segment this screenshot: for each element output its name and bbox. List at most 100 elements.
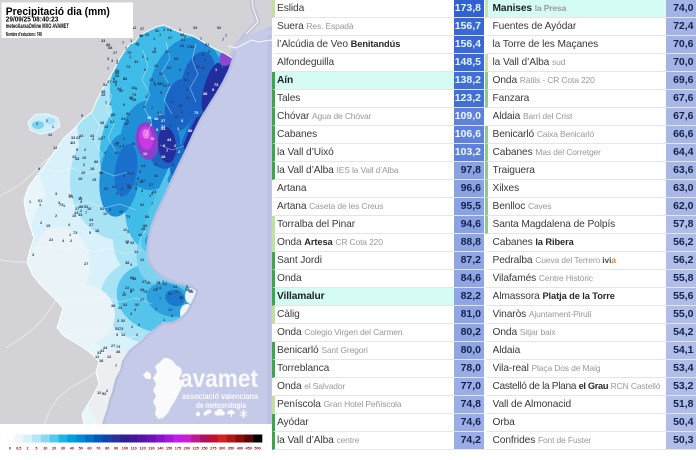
svg-text:88: 88 — [113, 79, 118, 84]
svg-text:18: 18 — [179, 295, 184, 300]
svg-text:5: 5 — [127, 229, 130, 234]
svg-text:9: 9 — [163, 143, 166, 148]
svg-text:500: 500 — [254, 447, 260, 451]
svg-text:88: 88 — [79, 204, 84, 209]
svg-text:1: 1 — [126, 117, 129, 122]
svg-text:12: 12 — [130, 287, 135, 292]
svg-text:52: 52 — [168, 291, 173, 296]
svg-text:5: 5 — [89, 230, 92, 235]
svg-text:120: 120 — [139, 447, 145, 451]
svg-text:50: 50 — [79, 447, 83, 451]
svg-text:1: 1 — [127, 119, 130, 124]
svg-text:18: 18 — [106, 42, 111, 47]
svg-text:1: 1 — [116, 58, 119, 63]
svg-text:33: 33 — [78, 212, 83, 217]
svg-text:61: 61 — [112, 184, 117, 189]
svg-text:2: 2 — [179, 67, 182, 72]
svg-text:44: 44 — [161, 126, 166, 131]
svg-text:22: 22 — [163, 281, 168, 286]
svg-text:7: 7 — [151, 201, 153, 206]
svg-text:5: 5 — [154, 82, 157, 87]
svg-text:15: 15 — [125, 239, 130, 244]
svg-text:22: 22 — [161, 124, 166, 129]
svg-text:3: 3 — [130, 311, 133, 316]
svg-text:52: 52 — [126, 111, 131, 116]
svg-text:1: 1 — [130, 38, 133, 43]
svg-text:22: 22 — [154, 63, 159, 68]
svg-text:12: 12 — [97, 390, 102, 395]
svg-text:9: 9 — [113, 76, 116, 81]
svg-text:52: 52 — [159, 71, 164, 76]
svg-text:300: 300 — [219, 447, 225, 451]
svg-text:52: 52 — [135, 302, 140, 307]
svg-text:33: 33 — [97, 350, 102, 355]
svg-text:110: 110 — [131, 447, 137, 451]
svg-text:1: 1 — [153, 36, 156, 41]
svg-text:1: 1 — [159, 32, 162, 37]
svg-text:2: 2 — [131, 324, 134, 329]
svg-text:450: 450 — [246, 447, 252, 451]
svg-text:3: 3 — [137, 176, 140, 181]
svg-text:1: 1 — [123, 136, 126, 141]
svg-text:7: 7 — [222, 37, 224, 42]
svg-text:2: 2 — [80, 208, 83, 213]
svg-text:1: 1 — [63, 203, 66, 208]
svg-text:1: 1 — [70, 140, 73, 145]
svg-text:9: 9 — [123, 102, 126, 107]
svg-text:73: 73 — [68, 193, 73, 198]
svg-text:4: 4 — [123, 173, 126, 178]
svg-text:52: 52 — [217, 25, 222, 30]
svg-text:2: 2 — [130, 288, 133, 293]
svg-text:12: 12 — [132, 276, 137, 281]
svg-text:9: 9 — [139, 169, 142, 174]
svg-text:2: 2 — [171, 313, 174, 318]
svg-text:7: 7 — [166, 148, 168, 153]
svg-text:3: 3 — [171, 99, 174, 104]
svg-text:15: 15 — [46, 223, 51, 228]
svg-text:5: 5 — [127, 170, 130, 175]
svg-text:5: 5 — [156, 286, 159, 291]
svg-text:33: 33 — [130, 240, 135, 245]
svg-text:44: 44 — [167, 137, 172, 142]
svg-text:38: 38 — [124, 121, 129, 126]
svg-text:27: 27 — [149, 182, 153, 187]
svg-text:27: 27 — [168, 35, 172, 40]
svg-text:5: 5 — [168, 82, 171, 87]
svg-text:1: 1 — [109, 101, 112, 106]
svg-text:7: 7 — [115, 363, 117, 368]
svg-text:1: 1 — [130, 289, 133, 294]
svg-text:7: 7 — [125, 46, 127, 51]
svg-text:27: 27 — [111, 343, 115, 348]
svg-text:150: 150 — [166, 447, 172, 451]
svg-text:22: 22 — [118, 305, 123, 310]
svg-text:27: 27 — [140, 297, 144, 302]
svg-text:2: 2 — [137, 42, 140, 47]
svg-text:9: 9 — [212, 87, 215, 92]
svg-text:7: 7 — [158, 280, 160, 285]
svg-text:15: 15 — [149, 77, 154, 82]
svg-text:38: 38 — [115, 68, 120, 73]
svg-text:Nombre d'estacions: 748: Nombre d'estacions: 748 — [6, 32, 42, 38]
svg-text:44: 44 — [90, 133, 95, 138]
svg-text:18: 18 — [139, 179, 144, 184]
svg-text:27: 27 — [175, 289, 179, 294]
svg-text:2: 2 — [178, 149, 181, 154]
svg-text:27: 27 — [101, 135, 105, 140]
svg-text:27: 27 — [75, 206, 79, 211]
svg-text:18: 18 — [90, 166, 95, 171]
svg-text:12: 12 — [132, 25, 137, 30]
svg-text:4: 4 — [68, 222, 71, 227]
svg-text:12: 12 — [168, 307, 173, 312]
svg-text:12: 12 — [107, 354, 112, 359]
svg-text:5: 5 — [35, 447, 37, 451]
svg-text:61: 61 — [186, 95, 191, 100]
svg-text:5: 5 — [186, 284, 189, 289]
svg-text:38: 38 — [190, 44, 195, 49]
svg-text:5: 5 — [159, 111, 162, 116]
svg-text:88: 88 — [115, 70, 120, 75]
svg-text:44: 44 — [141, 163, 146, 168]
svg-text:38: 38 — [99, 170, 104, 175]
svg-text:4: 4 — [36, 122, 38, 126]
svg-text:61: 61 — [181, 37, 186, 42]
svg-text:1: 1 — [187, 63, 190, 68]
